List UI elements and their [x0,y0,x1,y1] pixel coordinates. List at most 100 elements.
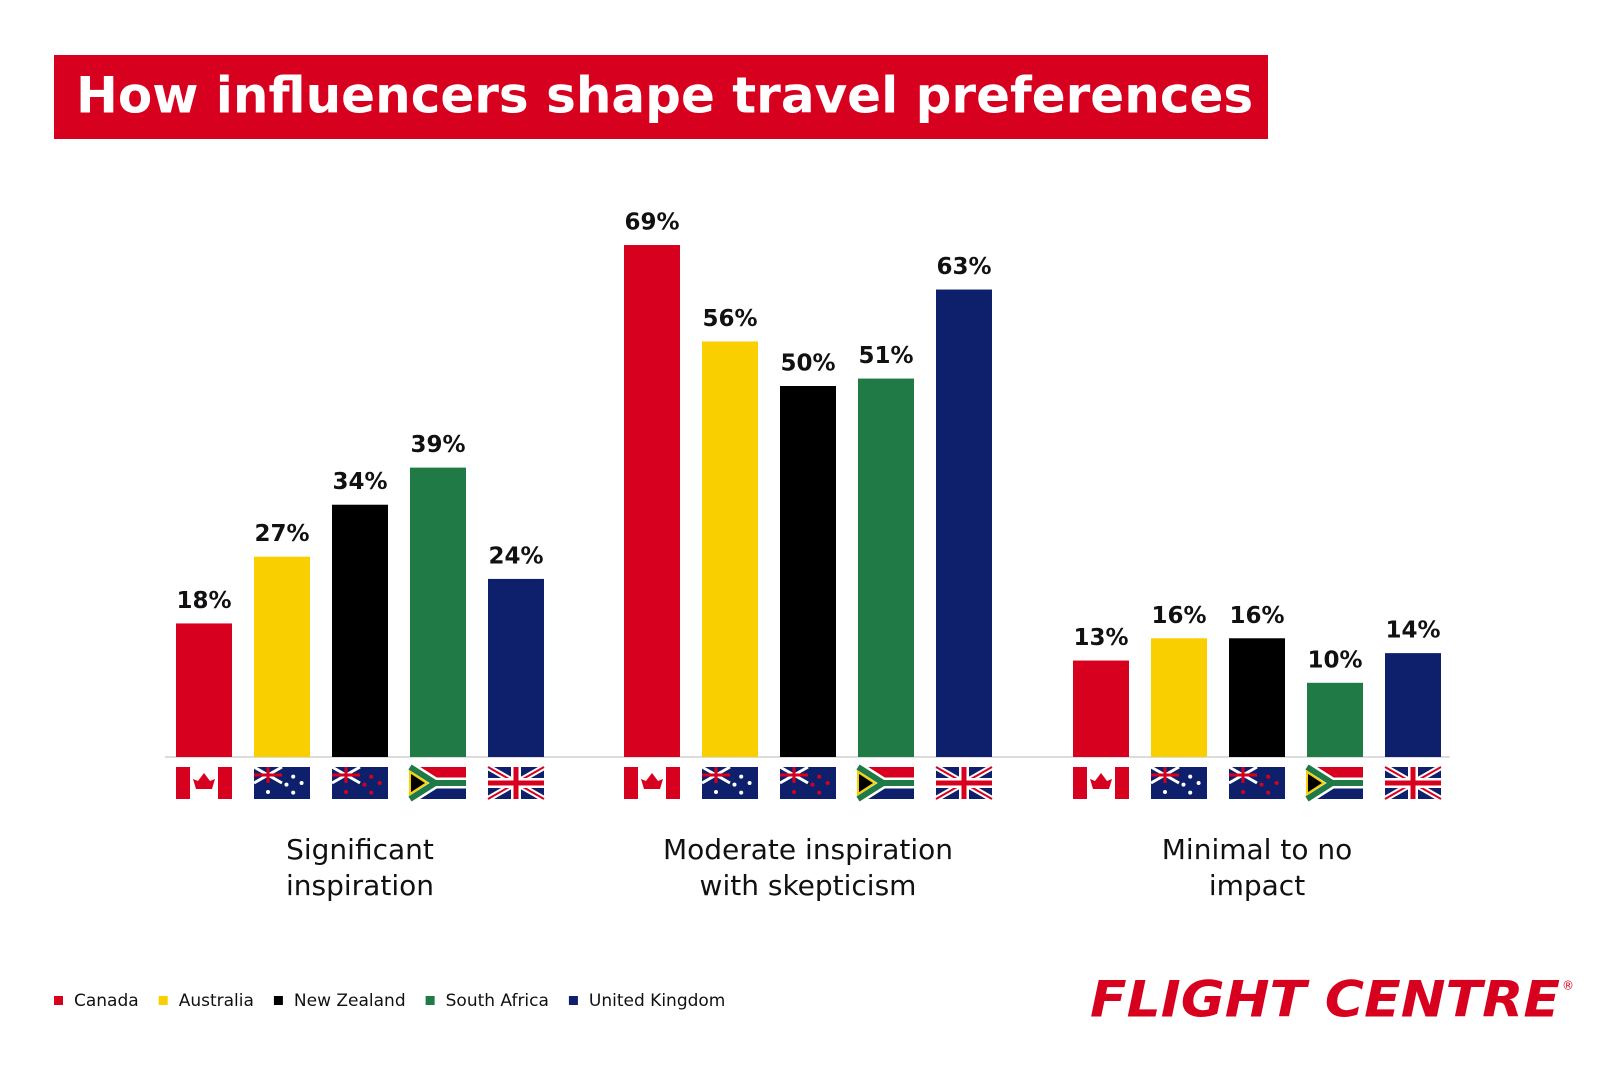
bar [410,467,466,757]
legend-label: New Zealand [294,991,406,1011]
value-label: 56% [702,306,757,332]
flag [176,767,232,799]
flag-part [1259,782,1264,787]
bar [332,504,388,757]
flag-part [817,790,822,795]
flag [407,762,466,804]
flag-part [291,790,296,795]
flag-part [369,790,374,795]
flag-part [1229,767,1257,783]
flag [624,767,680,799]
flag [701,765,758,799]
logo: FLIGHT CENTRE [1090,971,1560,1029]
value-label: 16% [1229,603,1284,629]
bar [702,341,758,757]
flag [934,764,994,802]
logo-mark: ® [1562,979,1574,993]
flag-part [1305,764,1363,802]
bar [936,289,992,757]
value-label: 13% [1073,625,1128,651]
value-label: 14% [1385,618,1440,644]
value-label: 24% [488,543,543,569]
bar [488,578,544,757]
flag-part [254,767,282,783]
flag [253,765,310,799]
flag-part [732,782,737,787]
flag-part [747,781,752,785]
flag-part [409,770,429,796]
flag-part [857,770,877,796]
category-label: Minimal to no impact [1161,833,1353,902]
flag-part [291,774,296,779]
bar [1151,638,1207,757]
flag-part [739,774,744,779]
flag-part [1188,790,1193,795]
flag-part [1188,774,1193,779]
value-label: 27% [254,521,309,547]
value-label: 10% [1307,647,1362,673]
flag-part [936,767,992,799]
flag-part [1266,774,1271,779]
value-label: 39% [410,432,465,458]
bar [1229,638,1285,757]
flag-part [714,789,718,794]
value-label: 34% [332,469,387,495]
bar [176,623,232,757]
flag-part [702,767,730,783]
category-label: Moderate inspiration with skepticism [662,833,954,902]
flag-part [1151,767,1179,783]
flag-part [1163,789,1167,794]
bar [858,378,914,757]
value-label: 51% [858,343,913,369]
legend-swatch [158,996,168,1005]
flag-part [488,767,544,799]
legend-label: Canada [74,991,139,1011]
flag-part [284,782,289,787]
flag-part [1181,782,1186,787]
flag [855,762,914,804]
flag-part [1115,767,1129,799]
flag-part [1090,773,1112,789]
flag-part [299,781,304,785]
flag-part [1274,781,1279,785]
flag-part [193,773,215,789]
value-label: 18% [176,588,231,614]
flag-part [666,767,680,799]
value-label: 63% [936,254,991,280]
value-label: 16% [1151,603,1206,629]
flag-part [344,789,348,794]
bar [1307,682,1363,757]
value-label: 50% [780,351,835,377]
legend-swatch [425,996,435,1005]
flag-part [1196,781,1201,785]
flag-part [266,789,270,794]
flag [1073,767,1129,799]
flag-part [1306,770,1326,796]
legend-label: South Africa [446,991,549,1011]
flag-part [362,782,367,787]
flag-part [176,767,190,799]
chart-title: How influencers shape travel preferences [76,67,1253,125]
flag-part [856,764,914,802]
flag-part [1266,790,1271,795]
bar [1385,653,1441,757]
legend-swatch [54,996,63,1005]
title-bar [54,55,1268,139]
value-label: 69% [624,210,679,236]
legend-swatch [273,996,283,1005]
flag [1150,765,1207,799]
flag-part [739,790,744,795]
flag-part [780,767,808,783]
flag [486,764,546,802]
flag-part [218,767,232,799]
flag-part [641,773,663,789]
bar [254,556,310,757]
bar [780,386,836,757]
flag-part [810,782,815,787]
bar [624,245,680,757]
flag-part [1073,767,1087,799]
flag [779,765,836,799]
flag-part [624,767,638,799]
